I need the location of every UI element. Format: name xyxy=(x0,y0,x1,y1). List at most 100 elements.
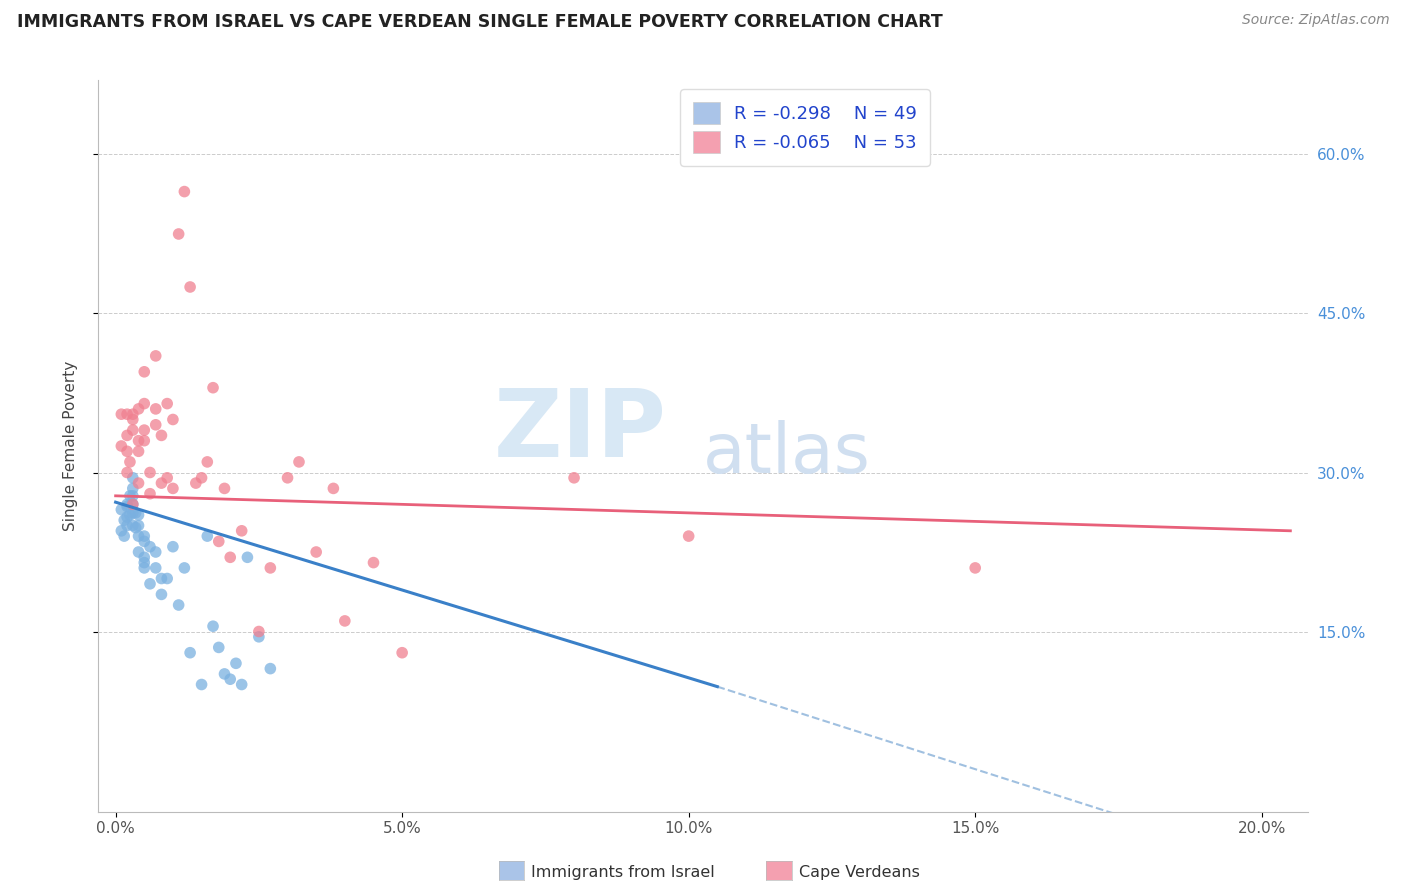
Point xyxy=(190,677,212,691)
Point xyxy=(134,529,156,543)
Point xyxy=(110,524,132,538)
Point xyxy=(167,227,190,241)
Point xyxy=(219,672,242,686)
Point xyxy=(134,561,156,575)
Point xyxy=(195,455,218,469)
Point xyxy=(179,646,201,660)
Point xyxy=(162,540,184,554)
Point xyxy=(121,423,143,437)
Point xyxy=(128,545,150,559)
Point xyxy=(110,407,132,421)
Point xyxy=(112,529,135,543)
Point xyxy=(128,529,150,543)
Point xyxy=(145,401,167,416)
Point xyxy=(202,619,225,633)
Point xyxy=(214,667,236,681)
Point xyxy=(134,396,156,410)
Point xyxy=(288,455,311,469)
Point xyxy=(214,482,236,496)
Point xyxy=(322,482,344,496)
Point xyxy=(134,434,156,448)
Point xyxy=(150,428,173,442)
Point xyxy=(115,510,138,524)
Point xyxy=(156,396,179,410)
Point xyxy=(247,624,270,639)
Point xyxy=(167,598,190,612)
Point xyxy=(179,280,201,294)
Text: IMMIGRANTS FROM ISRAEL VS CAPE VERDEAN SINGLE FEMALE POVERTY CORRELATION CHART: IMMIGRANTS FROM ISRAEL VS CAPE VERDEAN S… xyxy=(17,13,942,31)
Point xyxy=(115,407,138,421)
Point xyxy=(124,506,146,520)
Text: Immigrants from Israel: Immigrants from Israel xyxy=(531,865,716,880)
Point xyxy=(173,185,195,199)
Text: ZIP: ZIP xyxy=(494,385,666,477)
Point xyxy=(121,506,143,520)
Point xyxy=(162,482,184,496)
Point xyxy=(150,587,173,601)
Y-axis label: Single Female Poverty: Single Female Poverty xyxy=(63,361,77,531)
Point xyxy=(231,677,253,691)
Point xyxy=(124,521,146,535)
Point xyxy=(190,471,212,485)
Point xyxy=(110,502,132,516)
Text: Source: ZipAtlas.com: Source: ZipAtlas.com xyxy=(1241,13,1389,28)
Point xyxy=(115,444,138,458)
Point xyxy=(134,550,156,565)
Point xyxy=(128,401,150,416)
Point xyxy=(118,489,141,503)
Point xyxy=(150,572,173,586)
Point xyxy=(139,576,162,591)
Point xyxy=(121,471,143,485)
Point xyxy=(562,471,585,485)
Point xyxy=(208,534,231,549)
Point xyxy=(121,497,143,511)
Point xyxy=(391,646,413,660)
Point xyxy=(145,561,167,575)
Point xyxy=(118,508,141,522)
Point xyxy=(139,540,162,554)
Point xyxy=(115,500,138,514)
Point xyxy=(259,662,281,676)
Point xyxy=(110,439,132,453)
Point xyxy=(121,407,143,421)
Point xyxy=(121,412,143,426)
Point xyxy=(162,412,184,426)
Point xyxy=(115,428,138,442)
Point xyxy=(156,471,179,485)
Point xyxy=(150,476,173,491)
Point xyxy=(145,417,167,432)
Point xyxy=(115,497,138,511)
Point xyxy=(225,657,247,671)
Point xyxy=(236,550,259,565)
Point xyxy=(118,455,141,469)
Point xyxy=(173,561,195,575)
Point xyxy=(121,518,143,533)
Point xyxy=(202,381,225,395)
Point xyxy=(128,518,150,533)
Point xyxy=(139,486,162,500)
Legend: R = -0.298    N = 49, R = -0.065    N = 53: R = -0.298 N = 49, R = -0.065 N = 53 xyxy=(681,89,929,166)
Point xyxy=(965,561,987,575)
Point xyxy=(247,630,270,644)
Point xyxy=(195,529,218,543)
Point xyxy=(678,529,700,543)
Point xyxy=(277,471,299,485)
Point xyxy=(231,524,253,538)
Point xyxy=(121,482,143,496)
Point xyxy=(128,476,150,491)
Point xyxy=(128,508,150,522)
Point xyxy=(219,550,242,565)
Point xyxy=(128,434,150,448)
Point xyxy=(139,466,162,480)
Point xyxy=(121,497,143,511)
Point xyxy=(363,556,385,570)
Point xyxy=(259,561,281,575)
Text: atlas: atlas xyxy=(703,420,870,487)
Point xyxy=(121,489,143,503)
Text: Cape Verdeans: Cape Verdeans xyxy=(799,865,920,880)
Point xyxy=(134,556,156,570)
Point xyxy=(134,365,156,379)
Point xyxy=(184,476,207,491)
Point xyxy=(208,640,231,655)
Point xyxy=(128,444,150,458)
